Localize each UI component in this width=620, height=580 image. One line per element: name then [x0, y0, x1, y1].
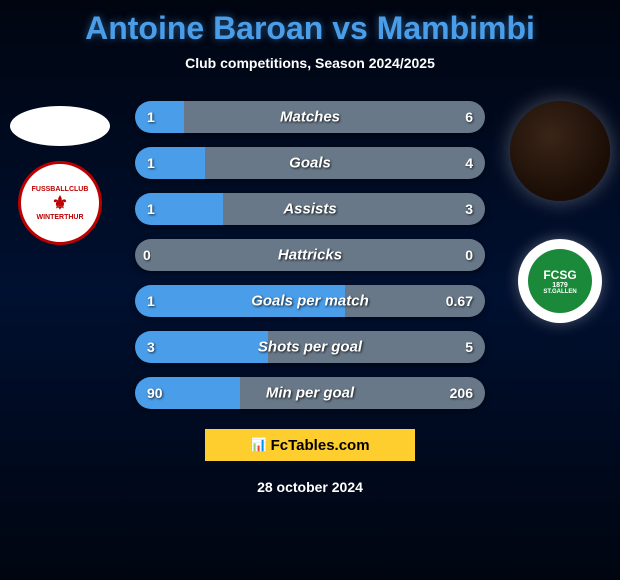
- stat-label: Min per goal: [266, 385, 354, 402]
- stat-left-value: 1: [135, 147, 205, 179]
- right-club-text: FCSG: [543, 268, 576, 282]
- footer-date: 28 october 2024: [0, 479, 620, 495]
- stat-label: Shots per goal: [258, 339, 362, 356]
- left-club-badge: FUSSBALLCLUB ⚜ WINTERTHUR: [18, 161, 102, 245]
- right-club-badge-inner: FCSG 1879 ST.GALLEN: [528, 249, 592, 313]
- stat-row: 10.67Goals per match: [135, 285, 485, 317]
- footer-logo: 📊 FcTables.com: [205, 429, 415, 461]
- stat-label: Goals: [289, 155, 331, 172]
- content-area: FUSSBALLCLUB ⚜ WINTERTHUR FCSG 1879 ST.G…: [0, 101, 620, 409]
- stat-label: Assists: [283, 201, 336, 218]
- stat-row: 35Shots per goal: [135, 331, 485, 363]
- left-club-bottom: WINTERTHUR: [32, 214, 89, 221]
- right-club-year: 1879: [552, 282, 568, 289]
- page-title: Antoine Baroan vs Mambimbi: [0, 0, 620, 47]
- stat-left-value: 1: [135, 193, 223, 225]
- stat-row: 13Assists: [135, 193, 485, 225]
- stat-row: 90206Min per goal: [135, 377, 485, 409]
- left-club-top: FUSSBALLCLUB: [32, 186, 89, 193]
- right-player-avatar: [510, 101, 610, 201]
- stat-row: 14Goals: [135, 147, 485, 179]
- stat-row: 16Matches: [135, 101, 485, 133]
- chart-icon: 📊: [250, 437, 266, 453]
- stat-label: Goals per match: [251, 293, 369, 310]
- left-player-avatar: [10, 106, 110, 146]
- stat-left-value: 1: [135, 101, 184, 133]
- right-club-city: ST.GALLEN: [543, 289, 576, 295]
- stat-right-value: 4: [205, 147, 485, 179]
- stat-left-value: 0: [135, 239, 151, 271]
- stat-left-value: 90: [135, 377, 240, 409]
- stat-right-value: 3: [223, 193, 486, 225]
- left-club-badge-text: FUSSBALLCLUB ⚜ WINTERTHUR: [32, 186, 89, 221]
- stat-label: Matches: [280, 109, 340, 126]
- stat-left-value: 3: [135, 331, 268, 363]
- stat-label: Hattricks: [278, 247, 342, 264]
- right-club-badge: FCSG 1879 ST.GALLEN: [518, 239, 602, 323]
- stats-container: 16Matches14Goals13Assists00Hattricks10.6…: [135, 101, 485, 409]
- stat-row: 00Hattricks: [135, 239, 485, 271]
- page-subtitle: Club competitions, Season 2024/2025: [0, 55, 620, 71]
- footer-logo-text: FcTables.com: [271, 437, 370, 454]
